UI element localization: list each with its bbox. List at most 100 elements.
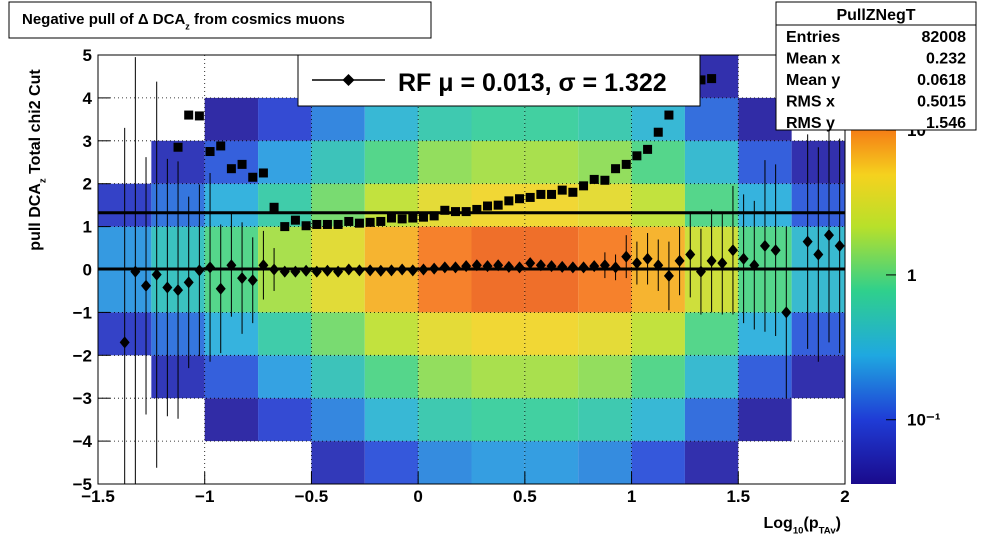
profiles (98, 57, 845, 484)
stats-label: Mean y (786, 72, 840, 89)
mean-point (621, 250, 632, 263)
mean-point (770, 244, 781, 257)
heat-cell (204, 355, 259, 399)
sigma-point (301, 221, 311, 231)
heat-cell (631, 312, 685, 356)
heat-cell (364, 441, 419, 484)
mean-point (674, 254, 685, 267)
z-tick-label: 1 (907, 266, 916, 285)
sigma-point (632, 151, 642, 161)
y-tick-label: −3 (73, 389, 92, 408)
x-tick-label: −0.5 (295, 487, 329, 506)
sigma-point (248, 172, 258, 182)
legend-label: RF μ = 0.013, σ = 1.322 (398, 69, 667, 97)
sigma-point (536, 189, 546, 199)
x-tick-label: 1.5 (726, 487, 750, 506)
y-tick-label: −2 (73, 346, 92, 365)
stats-box (775, 1, 977, 131)
sigma-point (707, 74, 717, 84)
heat-cell (524, 269, 579, 313)
mean-point (717, 257, 728, 270)
heat-cell (524, 140, 579, 184)
mean-point (301, 264, 312, 277)
x-axis-label: Log10(pTAv) (764, 515, 842, 537)
sigma-point (354, 218, 364, 228)
mean-point (599, 259, 610, 272)
sigma-point (547, 189, 557, 199)
sigma-point (653, 127, 663, 137)
heat-cell (204, 97, 259, 141)
mean-point (290, 265, 301, 278)
x-tick-label: 1 (627, 487, 636, 506)
mean-point (589, 260, 600, 273)
sigma-point (664, 110, 674, 120)
sigma-point (557, 185, 567, 195)
heat-cell (258, 183, 312, 227)
mean-point (514, 261, 525, 274)
heat-cell (471, 355, 525, 399)
mean-point (418, 263, 429, 276)
mean-point (258, 259, 269, 272)
mean-point (343, 263, 354, 276)
mean-point (813, 248, 824, 261)
mean-point (642, 252, 653, 265)
mean-point (151, 268, 162, 281)
mean-point (823, 229, 834, 242)
heat-cell (258, 355, 312, 399)
sigma-point (237, 159, 247, 169)
heat-cell (578, 441, 632, 484)
mean-point (429, 262, 440, 275)
mean-point (727, 244, 738, 257)
heat-cell (258, 226, 312, 270)
z-tick-label: 10⁻¹ (907, 411, 941, 430)
heat-cell (311, 441, 365, 484)
sigma-point (269, 202, 279, 212)
text-part: (p (804, 515, 819, 532)
heat-cell (578, 312, 632, 356)
heat-cell (364, 355, 419, 399)
mean-point (695, 265, 706, 278)
mean-point (407, 264, 418, 277)
text-part: from cosmics muons (190, 11, 345, 28)
heat-cell (471, 140, 525, 184)
sigma-point (429, 211, 439, 221)
mean-point (365, 264, 376, 277)
mean-point (738, 252, 749, 265)
mean-point (759, 239, 770, 252)
y-tick-label: −4 (73, 432, 93, 451)
heat-cell (578, 355, 632, 399)
mean-point (578, 261, 589, 274)
heat-cell (738, 398, 792, 442)
mean-point (450, 261, 461, 274)
mean-point (386, 264, 397, 277)
sigma-point (440, 205, 450, 215)
sigma-point (579, 181, 589, 191)
axes: −1.5 −1 −0.5 0 0.5 1 1.5 2 −5 −4 −3 −2 −1 0 1 2 3 4 5 10⁻¹ 1… (73, 46, 941, 506)
mean-point (183, 276, 194, 289)
heat-cell (418, 441, 472, 484)
sigma-point (194, 111, 204, 121)
sigma-point (290, 215, 300, 225)
heat-cell (578, 183, 632, 227)
heat-cell (684, 355, 739, 399)
sigma-point (376, 216, 386, 226)
mean-point (610, 261, 621, 274)
stats-label: Mean x (786, 51, 840, 68)
heat-cell (684, 398, 739, 442)
mean-point (493, 259, 504, 272)
heat-cell (258, 312, 312, 356)
heat-cell (418, 355, 472, 399)
heat-cell (578, 398, 632, 442)
heat-cell (738, 355, 792, 399)
mean-point (322, 264, 333, 277)
mean-point (653, 259, 664, 272)
y-axis-label: pull DCAz Total chi2 Cut (27, 69, 49, 251)
stats-label: RMS x (786, 94, 835, 111)
mean-point (567, 261, 578, 274)
sigma-point (472, 204, 482, 214)
heat-cell (418, 312, 472, 356)
chart-title: Negative pull of Δ DCAz from cosmics muo… (22, 11, 345, 31)
sigma-point (611, 164, 621, 174)
sigma-point (365, 217, 375, 227)
y-tick-label: 0 (83, 261, 92, 280)
